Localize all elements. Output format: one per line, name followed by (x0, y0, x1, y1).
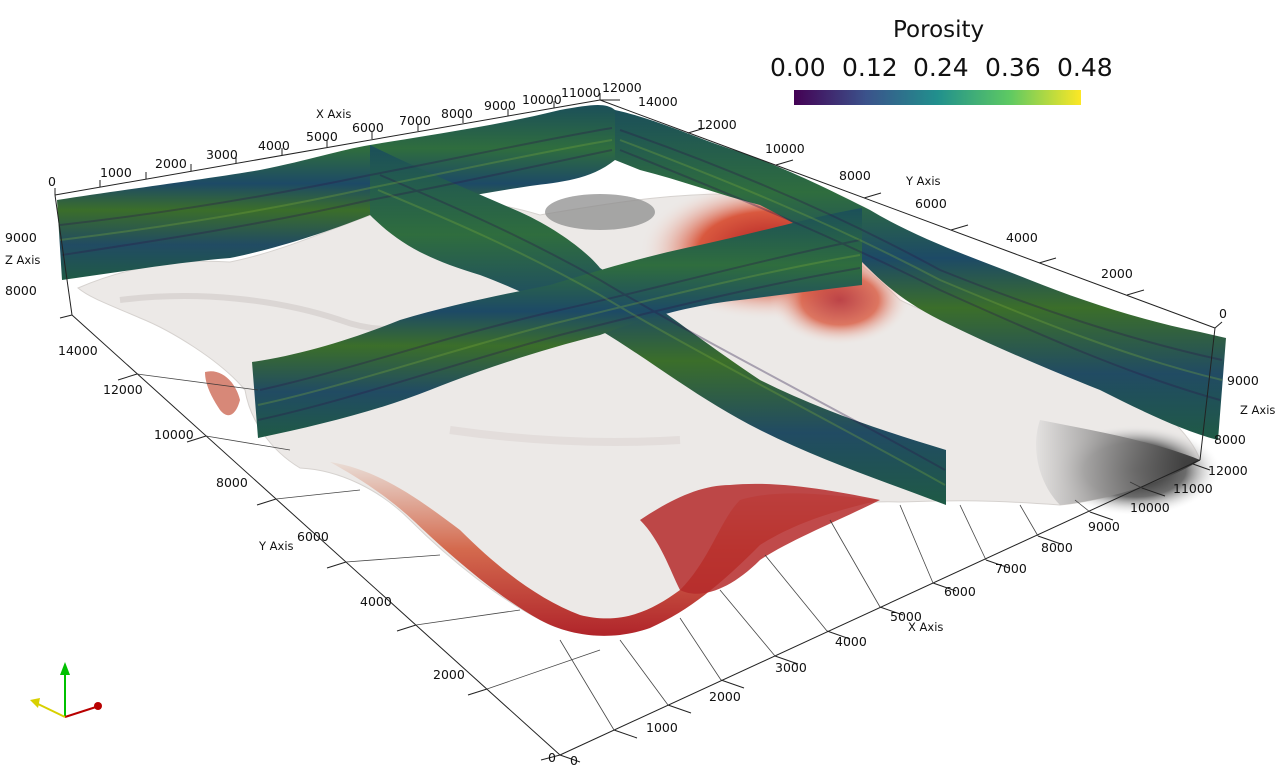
x-bottom-tick: 2000 (709, 689, 741, 704)
orientation-x-axis (64, 706, 97, 718)
slice-back-x (57, 105, 615, 280)
z-axis-title-left: Z Axis (5, 253, 40, 267)
x-top-tick: 7000 (399, 113, 431, 128)
y-right-tick: 2000 (1101, 266, 1133, 281)
y-left-tick-labels: 14000 12000 10000 8000 6000 4000 2000 0 (58, 343, 556, 765)
axes-grid (54, 93, 1223, 763)
y-axis-title-right: Y Axis (905, 174, 941, 188)
y-left-tick: 4000 (360, 594, 392, 609)
y-left-tick: 0 (548, 750, 556, 765)
x-bottom-tick: 5000 (890, 609, 922, 624)
y-right-tick: 4000 (1006, 230, 1038, 245)
slice-mid-y (370, 145, 946, 505)
y-right-tick-labels: 14000 12000 10000 8000 6000 4000 2000 0 (638, 94, 1227, 321)
y-right-tick: 12000 (697, 117, 737, 132)
y-right-tick: 10000 (765, 141, 805, 156)
x-bottom-tick: 11000 (1173, 481, 1213, 496)
surface-front-dark (1036, 420, 1200, 505)
colorbar-title: Porosity (893, 17, 984, 43)
slice-mid-x (252, 208, 862, 438)
x-bottom-tick-labels: 0 1000 2000 3000 4000 5000 6000 7000 800… (570, 463, 1248, 768)
z-left-tick: 8000 (5, 283, 37, 298)
slice-back-y (615, 110, 1226, 440)
x-top-tick: 0 (48, 174, 56, 189)
colorbar-tick: 0.24 (913, 53, 969, 82)
x-bottom-tick: 0 (570, 753, 578, 768)
x-top-tick: 8000 (441, 106, 473, 121)
colorbar-tick: 0.00 (770, 53, 826, 82)
y-left-tick: 6000 (297, 529, 329, 544)
orientation-y-arrow-icon (60, 662, 70, 675)
horizon-surface (77, 180, 1220, 636)
x-top-tick: 1000 (100, 165, 132, 180)
y-left-tick: 2000 (433, 667, 465, 682)
z-left-tick-labels: 9000 8000 (5, 230, 37, 298)
x-bottom-tick: 8000 (1041, 540, 1073, 555)
colorbar-tick: 0.12 (842, 53, 898, 82)
slice-texture-light (59, 139, 1223, 486)
surface-left-red (205, 371, 240, 416)
y-left-tick: 14000 (58, 343, 98, 358)
x-bottom-tick: 4000 (835, 634, 867, 649)
surface-front-red-ridge (640, 483, 880, 594)
x-top-tick: 3000 (206, 147, 238, 162)
y-right-tick: 0 (1219, 306, 1227, 321)
colorbar-tick-labels: 0.00 0.12 0.24 0.36 0.48 (770, 53, 1113, 82)
x-bottom-tick: 1000 (646, 720, 678, 735)
x-bottom-tick: 9000 (1088, 519, 1120, 534)
colorbar-tick: 0.48 (1057, 53, 1113, 82)
x-bottom-tick: 12000 (1208, 463, 1248, 478)
x-axis-title-top: X Axis (316, 107, 351, 121)
surface-base (77, 193, 1201, 634)
orientation-z-arrow-icon (30, 698, 40, 708)
x-top-tick: 2000 (155, 156, 187, 171)
z-axis-title-right: Z Axis (1240, 403, 1275, 417)
x-top-tick: 10000 (522, 92, 562, 107)
x-top-tick: 6000 (352, 120, 384, 135)
colorbar-tick: 0.36 (985, 53, 1041, 82)
x-bottom-tick: 7000 (995, 561, 1027, 576)
slice-texture (59, 127, 1223, 471)
x-top-tick: 11000 (561, 85, 601, 100)
x-bottom-tick: 10000 (1130, 500, 1170, 515)
y-axis-title-left: Y Axis (258, 539, 294, 553)
x-axis-title-bottom: X Axis (908, 620, 943, 634)
y-right-tick: 8000 (839, 168, 871, 183)
x-bottom-tick: 3000 (775, 660, 807, 675)
y-right-tick: 14000 (638, 94, 678, 109)
surface-low-region-back (545, 194, 655, 230)
surface-shading-2 (449, 426, 681, 446)
x-top-tick: 12000 (602, 80, 642, 95)
porosity-slices (57, 105, 1226, 505)
x-top-tick: 4000 (258, 138, 290, 153)
orientation-axes-widget[interactable] (30, 662, 102, 718)
z-right-tick-labels: 9000 8000 (1214, 373, 1259, 447)
y-left-tick: 8000 (216, 475, 248, 490)
y-right-tick: 6000 (915, 196, 947, 211)
x-top-tick: 5000 (306, 129, 338, 144)
z-left-tick: 9000 (5, 230, 37, 245)
orientation-z-axis (37, 703, 66, 718)
colorbar: Porosity 0.00 0.12 0.24 0.36 0.48 (770, 17, 1113, 105)
colorbar-gradient (794, 90, 1081, 105)
x-top-tick-labels: 0 1000 2000 3000 4000 5000 6000 7000 800… (48, 80, 642, 189)
y-left-tick: 12000 (103, 382, 143, 397)
x-bottom-tick: 6000 (944, 584, 976, 599)
x-top-tick: 9000 (484, 98, 516, 113)
y-left-tick: 10000 (154, 427, 194, 442)
orientation-x-arrow-icon (94, 702, 102, 710)
z-right-tick: 8000 (1214, 432, 1246, 447)
z-right-tick: 9000 (1227, 373, 1259, 388)
